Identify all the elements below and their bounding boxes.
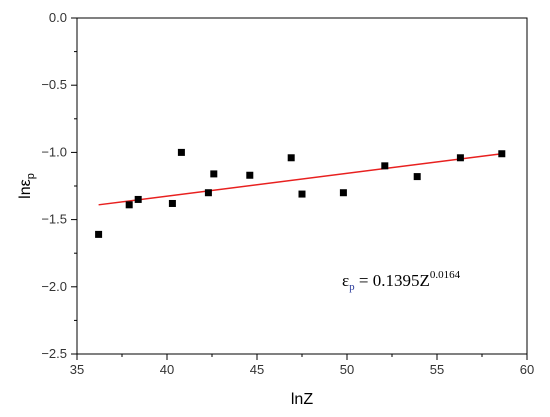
fit-equation-sub: p <box>349 281 355 293</box>
data-point <box>381 162 389 170</box>
data-point <box>168 199 176 207</box>
y-tick-label: −2.0 <box>41 279 67 294</box>
x-tick-label: 55 <box>430 362 444 377</box>
data-point <box>210 170 218 178</box>
data-point <box>456 154 464 162</box>
data-point <box>134 195 142 203</box>
data-point <box>125 201 133 209</box>
x-axis-title: lnZ <box>291 391 313 408</box>
data-point <box>177 148 185 156</box>
y-tick-label: 0.0 <box>49 10 67 25</box>
data-point <box>413 173 421 181</box>
data-point <box>204 189 212 197</box>
fit-equation-rest: = 0.1395Z <box>355 271 430 290</box>
data-points <box>95 148 506 238</box>
y-axis-title-main: lnε <box>17 179 34 199</box>
y-axis-title: lnεp <box>17 173 37 199</box>
data-point <box>246 171 254 179</box>
x-tick-label: 60 <box>520 362 534 377</box>
data-point <box>498 150 506 158</box>
y-tick-label: −1.0 <box>41 144 67 159</box>
y-tick-label: −0.5 <box>41 77 67 92</box>
fit-line <box>98 152 502 206</box>
y-tick-label: −2.5 <box>41 346 67 361</box>
plot-frame <box>76 17 528 355</box>
tick-labels: 35 40 45 50 55 60 0.0 −0.5 −1.0 −1.5 −2.0 −2.5 <box>41 10 534 377</box>
x-tick-label: 45 <box>250 362 264 377</box>
fit-equation-base: ε <box>342 271 349 290</box>
x-tick-label: 35 <box>70 362 84 377</box>
data-point <box>298 190 306 198</box>
axis-ticks <box>71 17 528 360</box>
x-tick-label: 40 <box>160 362 174 377</box>
y-axis-title-sub: p <box>25 173 37 179</box>
data-point <box>95 230 103 238</box>
data-point <box>339 189 347 197</box>
fit-equation-sup: 0.0164 <box>430 269 461 281</box>
x-tick-label: 50 <box>340 362 354 377</box>
y-tick-label: −1.5 <box>41 212 67 227</box>
data-point <box>287 154 295 162</box>
fit-equation: εp = 0.1395Z0.0164 <box>342 269 461 293</box>
